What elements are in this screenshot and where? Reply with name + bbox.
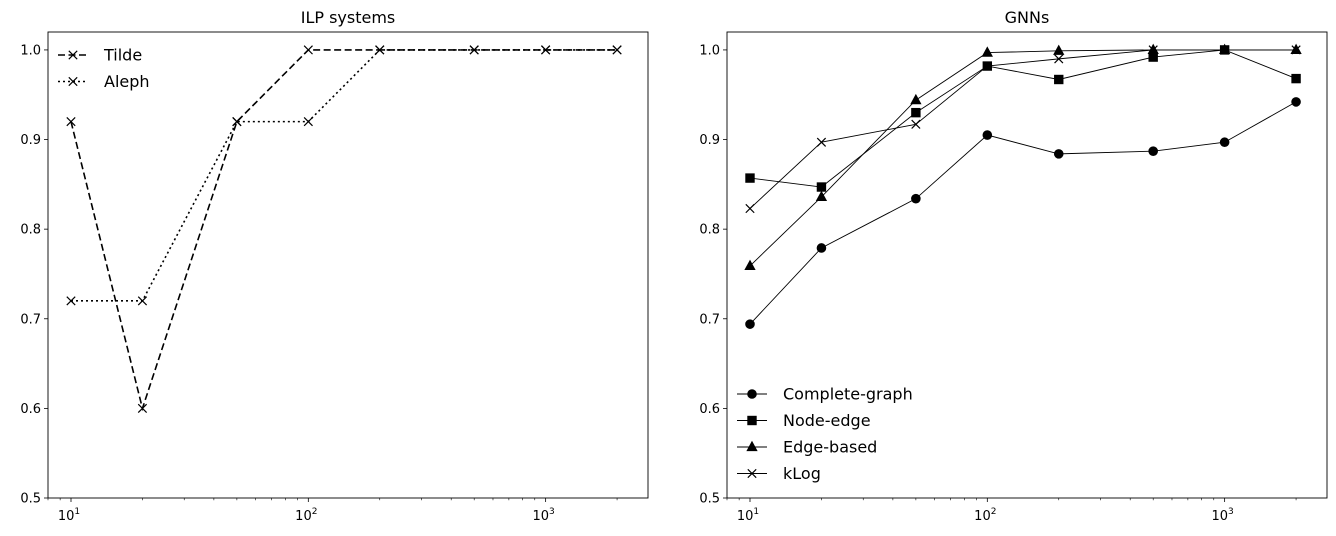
- data-point: [1148, 45, 1158, 55]
- legend-marker: [747, 468, 757, 479]
- data-point: [1219, 137, 1230, 148]
- data-point: [1148, 52, 1158, 62]
- data-point: [541, 45, 551, 55]
- legend-marker: [747, 415, 757, 426]
- legend: Tilde Aleph: [58, 46, 150, 91]
- data-point: [1054, 74, 1064, 85]
- series-complete-graph: [745, 97, 1301, 329]
- y-tick-label: 0.6: [699, 402, 720, 417]
- legend-item-node-edge: Node-edge: [737, 411, 871, 430]
- x-tick-label: 103: [532, 507, 554, 524]
- data-point: [981, 46, 993, 57]
- legend-item-aleph: Aleph: [58, 72, 150, 91]
- data-point: [745, 173, 755, 183]
- data-point: [982, 130, 993, 140]
- series-tilde: [66, 45, 622, 414]
- y-tick-label: 1.0: [699, 43, 720, 58]
- x-tick-label: 101: [58, 507, 80, 524]
- ilp-systems-chart: ILP systems 0.5 0.6 0.7 0.8 0.9 1.0 101 102 103 Ti…: [20, 8, 649, 524]
- data-point: [1291, 73, 1301, 84]
- data-point: [1148, 146, 1158, 156]
- data-point: [816, 182, 827, 192]
- series-line: [749, 101, 1297, 325]
- series-klog: [745, 45, 1301, 214]
- data-point: [1053, 149, 1064, 159]
- y-tick-label: 1.0: [20, 43, 41, 58]
- legend-label: Complete-graph: [783, 385, 913, 404]
- x-tick-label: 102: [295, 507, 317, 524]
- data-point: [232, 116, 242, 127]
- data-point: [745, 203, 755, 214]
- legend-label: Edge-based: [783, 438, 877, 457]
- data-point: [1053, 44, 1065, 55]
- data-point: [815, 190, 828, 201]
- series-node-edge: [745, 45, 1301, 192]
- x-tick-label: 103: [1211, 507, 1233, 524]
- legend-label: Tilde: [103, 46, 142, 65]
- legend-label: Aleph: [104, 72, 150, 91]
- chart-title: ILP systems: [301, 8, 396, 27]
- y-tick-label: 0.9: [20, 133, 41, 148]
- y-tick-label: 0.8: [20, 223, 41, 238]
- plot-frame: [726, 31, 1328, 499]
- legend-item-tilde: Tilde: [58, 46, 142, 65]
- legend-marker: [68, 50, 78, 60]
- data-point: [66, 296, 76, 306]
- series-line: [70, 49, 618, 302]
- data-point: [911, 119, 921, 129]
- series-edge-based: [744, 43, 1302, 270]
- data-point: [1054, 54, 1064, 64]
- chart-title: GNNs: [1005, 8, 1050, 27]
- data-point: [744, 259, 756, 270]
- legend-marker: [747, 389, 757, 399]
- legend-marker: [68, 76, 78, 87]
- legend-item-klog: kLog: [737, 464, 821, 483]
- y-tick-label: 0.5: [20, 492, 41, 507]
- legend-item-complete-graph: Complete-graph: [737, 385, 913, 404]
- legend-label: Node-edge: [783, 411, 871, 430]
- gnns-chart: GNNs 0.5 0.6 0.7 0.8 0.9 1.0 101 102 103 Complete-…: [699, 8, 1328, 524]
- data-point: [816, 137, 827, 147]
- y-tick-label: 0.8: [699, 223, 720, 238]
- data-point: [816, 243, 827, 253]
- data-point: [1220, 45, 1230, 55]
- series-line: [749, 49, 1297, 188]
- legend-item-edge-based: Edge-based: [737, 438, 877, 457]
- x-tick-label: 102: [974, 507, 996, 524]
- data-point: [1291, 45, 1301, 55]
- legend: Complete-graph Node-edge Edge-based kLog: [737, 385, 913, 483]
- series-line: [749, 49, 1297, 267]
- data-point: [612, 45, 622, 55]
- data-point: [137, 403, 148, 414]
- data-point: [137, 296, 148, 306]
- y-tick-label: 0.7: [699, 312, 720, 327]
- data-point: [66, 116, 76, 127]
- y-tick-label: 0.7: [20, 312, 41, 327]
- legend-marker: [746, 440, 758, 452]
- y-tick-label: 0.9: [699, 133, 720, 148]
- data-point: [1291, 97, 1301, 107]
- y-tick-label: 0.5: [699, 492, 720, 507]
- data-point: [745, 319, 755, 329]
- data-point: [303, 45, 313, 55]
- y-tick-label: 0.6: [20, 402, 41, 417]
- x-tick-label: 101: [737, 507, 759, 524]
- plot-frame: [47, 31, 649, 499]
- data-point: [911, 107, 921, 118]
- data-point: [469, 45, 479, 55]
- data-point: [303, 116, 313, 127]
- data-point: [910, 93, 922, 105]
- series-line: [70, 49, 618, 412]
- data-point: [375, 45, 385, 55]
- data-point: [911, 193, 921, 204]
- data-point: [982, 61, 992, 71]
- series-line: [749, 49, 1297, 209]
- series-aleph: [66, 45, 622, 306]
- legend-label: kLog: [783, 464, 821, 483]
